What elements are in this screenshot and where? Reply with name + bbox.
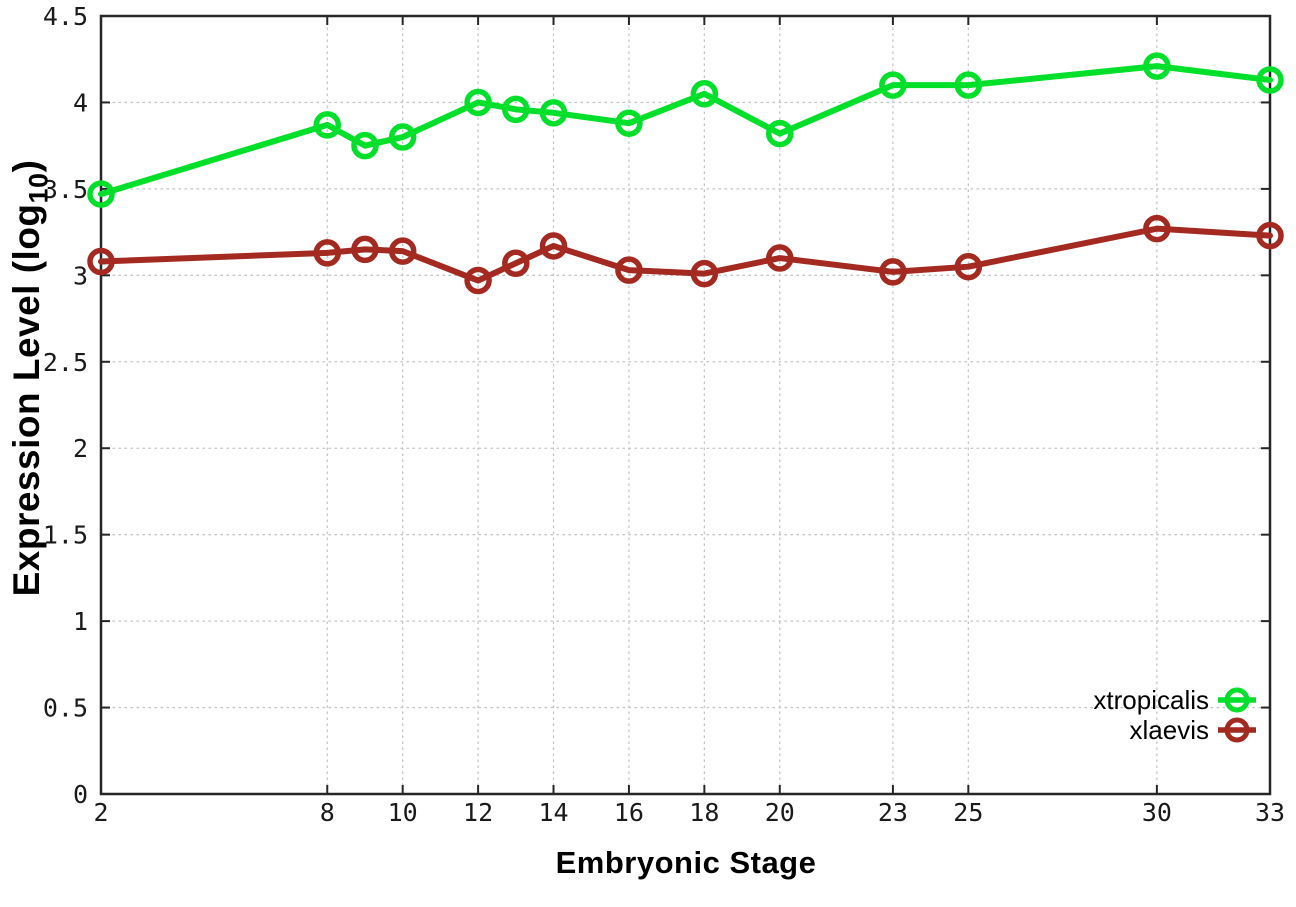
x-axis-title: Embryonic Stage <box>555 845 817 880</box>
svg-text:8: 8 <box>320 798 335 827</box>
legend: xtropicalis xlaevis <box>1093 685 1256 745</box>
svg-text:10: 10 <box>388 798 418 827</box>
series-xtropicalis <box>87 52 1284 208</box>
legend-label-xlaevis: xlaevis <box>1129 714 1209 745</box>
x-tick-labels: 2 8 10 12 14 16 18 20 23 25 30 33 <box>93 798 1285 827</box>
svg-text:0: 0 <box>73 780 88 809</box>
svg-text:16: 16 <box>614 798 644 827</box>
axis-ticks <box>100 15 1271 795</box>
svg-text:30: 30 <box>1142 798 1172 827</box>
svg-text:1: 1 <box>73 607 88 636</box>
svg-text:0.5: 0.5 <box>43 694 88 723</box>
svg-text:2: 2 <box>93 798 108 827</box>
y-axis-title-paren: ) <box>6 159 47 173</box>
svg-text:20: 20 <box>765 798 795 827</box>
y-axis-title-text: Expression Level (log <box>6 203 47 597</box>
svg-text:4.5: 4.5 <box>43 2 88 31</box>
svg-text:2: 2 <box>73 434 88 463</box>
svg-text:3.5: 3.5 <box>43 175 88 204</box>
svg-text:33: 33 <box>1255 798 1285 827</box>
svg-text:1.5: 1.5 <box>43 521 88 550</box>
svg-text:23: 23 <box>878 798 908 827</box>
y-axis-title-subscript: 10 <box>23 172 54 204</box>
y-tick-labels: 0 0.5 1 1.5 2 2.5 3 3.5 4 4.5 <box>43 2 88 809</box>
y-axis-title: Expression Level (log10) <box>6 159 53 597</box>
gridlines <box>100 15 1271 795</box>
svg-text:14: 14 <box>538 798 568 827</box>
svg-text:18: 18 <box>689 798 719 827</box>
plot-border <box>99 14 1272 796</box>
svg-text:12: 12 <box>463 798 493 827</box>
legend-item-xtropicalis: xtropicalis <box>1093 685 1256 715</box>
svg-text:4: 4 <box>73 88 88 117</box>
series-xlaevis <box>87 214 1284 295</box>
line-circle-marker-icon <box>1218 717 1256 743</box>
line-circle-marker-icon <box>1218 687 1256 713</box>
svg-text:2.5: 2.5 <box>43 348 88 377</box>
svg-text:25: 25 <box>953 798 983 827</box>
svg-text:3: 3 <box>73 261 88 290</box>
legend-label-xtropicalis: xtropicalis <box>1093 684 1209 715</box>
legend-item-xlaevis: xlaevis <box>1130 715 1256 745</box>
